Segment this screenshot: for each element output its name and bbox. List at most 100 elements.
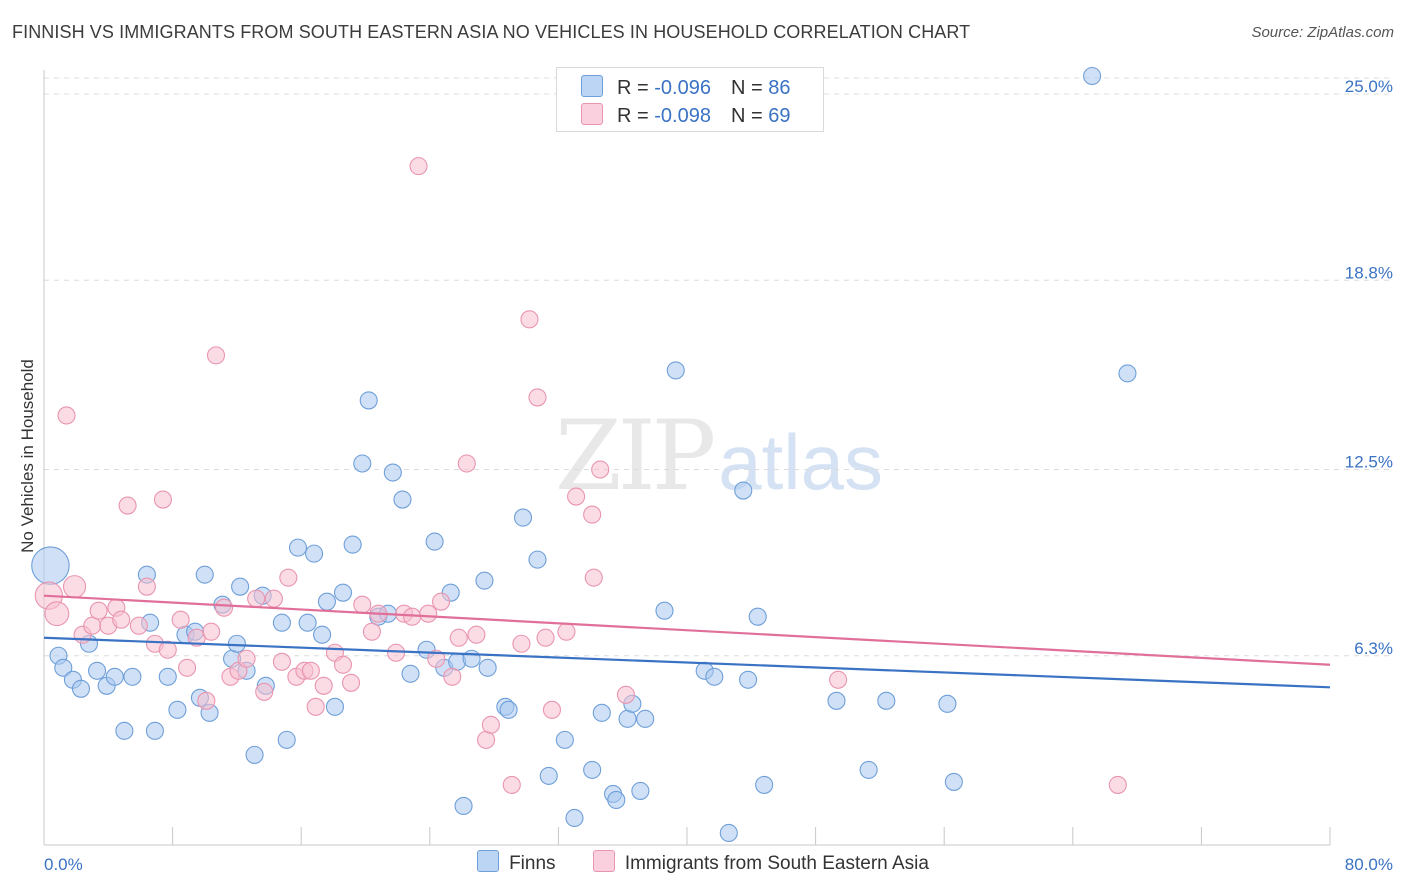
immigrants-point (591, 460, 610, 479)
finns-point (499, 700, 518, 719)
finns-point (325, 697, 345, 716)
immigrants-point (457, 454, 476, 473)
immigrants-point (314, 676, 333, 695)
immigrants-point (528, 388, 547, 407)
finns-point (168, 700, 187, 719)
finns-point (359, 391, 378, 410)
finns-point (227, 634, 246, 653)
immigrants-point (272, 652, 291, 671)
finns-point (454, 796, 473, 815)
immigrants-point (477, 730, 496, 749)
immigrants-r-label: R = (617, 105, 655, 127)
immigrants-point (467, 625, 486, 644)
finns-legend-label: Finns (509, 853, 556, 874)
finns-point (1118, 364, 1137, 383)
legend-item-finns[interactable]: Finns (477, 850, 556, 875)
immigrants-point (62, 575, 87, 599)
finns-legend-swatch (477, 850, 500, 872)
finns-point (401, 664, 420, 683)
finns-point (272, 613, 291, 632)
finns-point (71, 679, 91, 698)
immigrants-point (443, 667, 462, 686)
finns-point (231, 577, 250, 596)
finns-point (343, 535, 362, 554)
finns-point (333, 583, 353, 602)
finns-point (475, 571, 494, 590)
finns-point (31, 546, 70, 585)
immigrants-point (206, 346, 226, 365)
immigrants-point (419, 604, 438, 623)
immigrants-legend-label: Immigrants from South Eastern Asia (624, 853, 929, 874)
immigrants-point (520, 310, 539, 329)
immigrants-swatch (581, 103, 603, 125)
source-credit: Source: ZipAtlas.com (1251, 24, 1394, 41)
immigrants-point (158, 640, 177, 659)
finns-point (317, 592, 336, 611)
immigrants-point (264, 589, 283, 608)
finns-point (158, 667, 177, 686)
y-tick-label: 18.8% (1345, 263, 1393, 282)
immigrants-point (432, 592, 451, 611)
immigrants-point (118, 496, 137, 515)
immigrants-point (333, 655, 353, 674)
immigrants-point (279, 568, 298, 587)
series-legend: Finns Immigrants from South Eastern Asia (0, 850, 1406, 875)
immigrants-point (512, 634, 531, 653)
immigrants-point (829, 670, 848, 689)
finns-point (555, 730, 574, 749)
immigrants-n-label: N = (730, 105, 769, 127)
legend-row-immigrants: R = -0.098 N = 69 (581, 103, 790, 127)
immigrants-point (255, 682, 274, 701)
finns-point (87, 661, 107, 680)
finns-point (305, 544, 324, 563)
immigrants-point (153, 490, 173, 509)
finns-point (636, 709, 655, 728)
finns-point (719, 823, 738, 843)
finns-point (631, 781, 650, 800)
finns-n-value: 86 (768, 77, 791, 99)
immigrants-point (616, 685, 635, 704)
finns-point (565, 808, 584, 828)
finns-point (1083, 66, 1102, 86)
immigrants-point (89, 601, 108, 620)
immigrants-point (502, 775, 521, 794)
correlation-legend: R = -0.096 N = 86 R = -0.098 N = 69 (556, 67, 824, 132)
finns-point (748, 607, 767, 626)
finns-point (827, 691, 846, 710)
finns-point (195, 565, 214, 584)
finns-point (655, 601, 674, 620)
finns-point (277, 730, 296, 749)
finns-swatch (581, 75, 603, 97)
legend-item-immigrants[interactable]: Immigrants from South Eastern Asia (592, 850, 929, 875)
immigrants-point (83, 616, 102, 635)
finns-point (607, 790, 626, 809)
finns-point (245, 745, 264, 764)
immigrants-point (197, 691, 216, 710)
immigrants-legend-swatch (592, 850, 615, 872)
finns-point (115, 721, 134, 740)
finns-trend-line (43, 636, 1331, 689)
immigrants-point (536, 628, 555, 647)
finns-point (298, 613, 317, 632)
finns-point (583, 760, 602, 779)
immigrants-point (542, 700, 562, 719)
immigrants-n-value: 69 (768, 105, 791, 127)
immigrants-point (247, 589, 266, 608)
finns-point (739, 670, 758, 689)
x-tick-label-min: 0.0% (44, 855, 83, 874)
immigrants-point (584, 568, 603, 587)
finns-point (528, 550, 547, 569)
y-tick-label: 6.3% (1354, 639, 1393, 658)
immigrants-point (57, 406, 76, 425)
immigrants-point (481, 715, 500, 734)
immigrants-point (449, 628, 468, 647)
immigrants-point (427, 649, 446, 668)
finns-point (54, 658, 73, 677)
immigrants-point (171, 610, 190, 629)
immigrants-point (202, 622, 221, 641)
y-tick-label: 25.0% (1345, 77, 1393, 96)
finns-point (425, 532, 444, 551)
immigrants-point (353, 595, 372, 614)
immigrants-point (1108, 775, 1127, 794)
legend-row-finns: R = -0.096 N = 86 (581, 75, 790, 99)
